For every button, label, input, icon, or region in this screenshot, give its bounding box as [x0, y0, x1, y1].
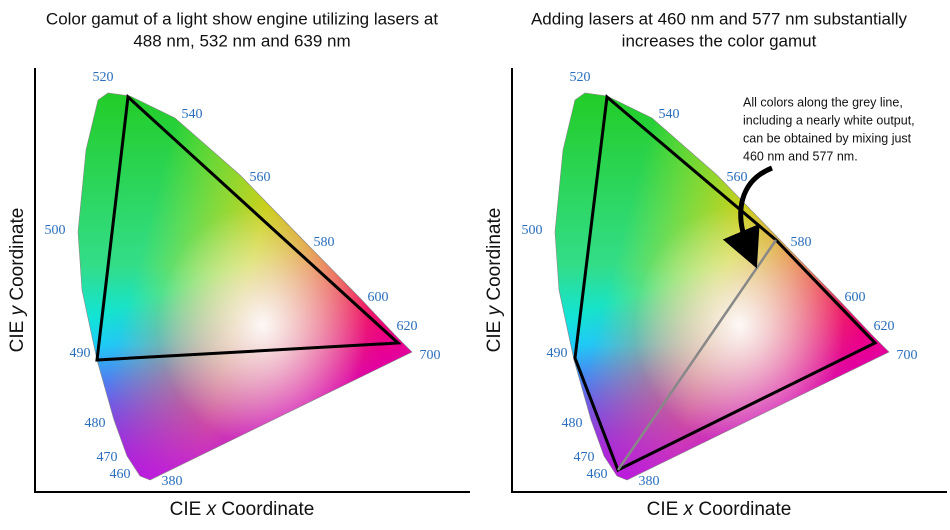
wavelength-label: 540 — [182, 107, 203, 122]
wavelength-label: 700 — [897, 348, 918, 363]
y-axis-label: CIE y Coordinate — [7, 208, 28, 353]
x-axis-label: CIE x Coordinate — [170, 499, 315, 520]
x-axis-label: CIE x Coordinate — [647, 499, 792, 520]
wavelength-label: 480 — [85, 416, 106, 431]
wavelength-label: 480 — [562, 416, 583, 431]
label-part: Coordinate — [693, 499, 791, 520]
wavelength-label: 580 — [791, 235, 812, 250]
wavelength-label: 600 — [845, 290, 866, 305]
wavelength-label: 490 — [70, 346, 91, 361]
annotation: can be obtained by mixing just — [743, 131, 912, 145]
wavelength-label: 560 — [727, 170, 748, 185]
label-part: Coordinate — [484, 208, 505, 306]
wavelength-label: 380 — [162, 474, 183, 489]
wavelength-label: 620 — [397, 319, 418, 334]
wavelength-label: 470 — [97, 450, 118, 465]
wavelength-label: 600 — [368, 290, 389, 305]
wavelength-label: 500 — [522, 223, 543, 238]
wavelength-label: 490 — [547, 346, 568, 361]
gamut-pentagon — [573, 94, 878, 473]
wavelength-label: 620 — [874, 319, 895, 334]
locus-outline — [554, 92, 890, 481]
wavelength-label: 500 — [45, 223, 66, 238]
panel: Color gamut of a light show engine utili… — [7, 9, 470, 520]
wavelength-label: 520 — [93, 70, 114, 85]
label-part: CIE — [484, 315, 505, 352]
wavelength-label: 460 — [587, 467, 608, 482]
annotation: including a nearly white output, — [743, 113, 915, 127]
panel-title: increases the color gamut — [622, 31, 817, 50]
label-part: x — [683, 499, 695, 520]
label-part: Coordinate — [7, 208, 28, 306]
label-part: y — [7, 304, 28, 317]
wavelength-label: 540 — [659, 107, 680, 122]
label-part: y — [484, 304, 505, 317]
label-part: CIE — [7, 315, 28, 352]
label-part: Coordinate — [216, 499, 314, 520]
wavelength-label: 700 — [420, 348, 441, 363]
wavelength-label: 380 — [639, 474, 660, 489]
label-part: x — [206, 499, 218, 520]
gamut-triangle — [95, 93, 402, 362]
panel: Adding lasers at 460 nm and 577 nm subst… — [484, 9, 947, 520]
y-axis-label: CIE y Coordinate — [484, 208, 505, 353]
wavelength-label: 520 — [570, 70, 591, 85]
panel-title: Adding lasers at 460 nm and 577 nm subst… — [531, 9, 908, 28]
locus-outline — [77, 92, 413, 481]
wavelength-label: 460 — [110, 467, 131, 482]
annotation: 460 nm and 577 nm. — [743, 149, 858, 163]
label-part: CIE — [647, 499, 684, 520]
annotation-arrow — [722, 165, 773, 269]
panel-title: 488 nm, 532 nm and 639 nm — [133, 31, 350, 50]
mix-line — [616, 239, 778, 471]
label-part: CIE — [170, 499, 207, 520]
wavelength-label: 560 — [250, 170, 271, 185]
annotation: All colors along the grey line, — [743, 95, 903, 109]
panel-title: Color gamut of a light show engine utili… — [46, 9, 438, 28]
wavelength-label: 470 — [574, 450, 595, 465]
wavelength-label: 580 — [314, 235, 335, 250]
